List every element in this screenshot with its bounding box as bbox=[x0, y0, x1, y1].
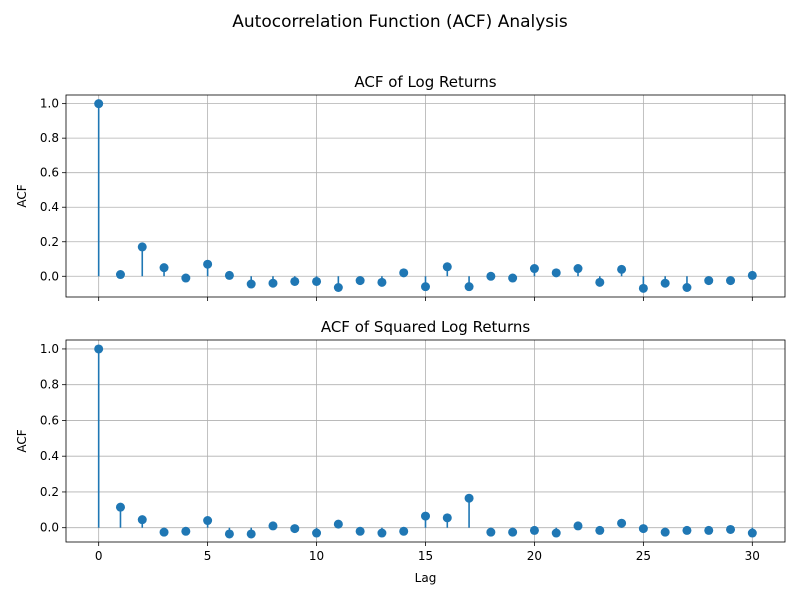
stem-marker bbox=[464, 493, 474, 503]
stem-marker bbox=[355, 526, 365, 536]
stem-marker bbox=[421, 282, 430, 292]
y-tick-label: 1.0 bbox=[40, 342, 59, 356]
stem-marker bbox=[595, 525, 605, 535]
y-tick-label: 0.8 bbox=[40, 378, 59, 392]
y-tick-label: 0.4 bbox=[40, 449, 59, 463]
y-tick-label: 0.0 bbox=[40, 269, 59, 283]
stem-marker bbox=[486, 527, 496, 537]
stem-marker bbox=[181, 273, 191, 283]
figure-suptitle: Autocorrelation Function (ACF) Analysis bbox=[232, 12, 568, 32]
stem-marker bbox=[551, 528, 561, 538]
x-tick-label: 25 bbox=[636, 549, 651, 563]
stem-marker bbox=[159, 527, 169, 537]
y-tick-label: 0.6 bbox=[40, 166, 59, 180]
stem-marker bbox=[203, 259, 213, 269]
subplot-1: 0.0 0.2 0.4 0.6 0.8 1.0 ACF of Log Returns ACF bbox=[15, 73, 786, 301]
y-tick-label: 0.4 bbox=[40, 200, 59, 214]
y-tick-label: 0.2 bbox=[40, 235, 59, 249]
x-tick-label: 0 bbox=[95, 549, 103, 563]
stem-marker bbox=[355, 276, 365, 286]
stem-marker bbox=[115, 502, 125, 512]
y-tick-label: 0.0 bbox=[40, 521, 59, 535]
stem-marker bbox=[595, 277, 605, 287]
stem-marker bbox=[529, 264, 539, 274]
stem-marker bbox=[224, 270, 234, 280]
x-tick-label: 10 bbox=[309, 549, 324, 563]
stem-marker bbox=[617, 264, 627, 274]
stem-marker bbox=[312, 528, 322, 538]
stem-marker bbox=[573, 521, 583, 531]
stem-marker bbox=[290, 276, 300, 286]
stem-marker bbox=[617, 518, 627, 528]
stem-marker bbox=[747, 528, 757, 538]
stem-marker bbox=[442, 262, 452, 272]
stem-marker bbox=[94, 344, 104, 354]
stem-marker bbox=[638, 283, 648, 293]
stem-marker bbox=[638, 524, 648, 534]
x-tick-label: 5 bbox=[204, 549, 212, 563]
stem-marker bbox=[268, 521, 278, 531]
x-tick-label: 15 bbox=[418, 549, 433, 563]
stem-marker bbox=[442, 513, 452, 523]
stem-marker bbox=[529, 525, 539, 535]
x-tick-label: 30 bbox=[745, 549, 760, 563]
stem-series bbox=[94, 99, 757, 293]
stem-marker bbox=[421, 511, 430, 521]
stem-marker bbox=[682, 525, 692, 535]
stem-marker bbox=[137, 242, 147, 252]
stem-marker bbox=[726, 524, 736, 534]
y-axis-label: ACF bbox=[15, 184, 29, 207]
subplot-2: 0 5 10 15 20 25 30 0.0 0.2 0.4 0.6 0.8 1.0 ACF of Squ… bbox=[15, 318, 786, 585]
y-tick-label: 0.8 bbox=[40, 131, 59, 145]
stem-marker bbox=[399, 268, 409, 278]
stem-marker bbox=[137, 515, 147, 525]
stem-marker bbox=[399, 526, 409, 536]
stem-marker bbox=[726, 276, 736, 286]
x-tick-label: 20 bbox=[527, 549, 542, 563]
stem-marker bbox=[333, 283, 343, 293]
stem-marker bbox=[246, 529, 256, 539]
y-axis-label: ACF bbox=[15, 429, 29, 452]
axes-title: ACF of Log Returns bbox=[354, 73, 496, 91]
stem-marker bbox=[464, 282, 474, 292]
axes-title: ACF of Squared Log Returns bbox=[321, 318, 531, 336]
stem-marker bbox=[246, 279, 256, 289]
stem-marker bbox=[660, 278, 670, 288]
stem-series bbox=[94, 344, 757, 539]
stem-marker bbox=[508, 527, 518, 537]
stem-marker bbox=[704, 276, 714, 286]
stem-marker bbox=[508, 273, 518, 283]
stem-marker bbox=[704, 525, 714, 535]
stem-marker bbox=[268, 278, 278, 288]
stem-marker bbox=[377, 277, 387, 287]
stem-marker bbox=[682, 283, 692, 293]
x-axis-label: Lag bbox=[415, 571, 437, 585]
stem-marker bbox=[747, 270, 757, 280]
stem-marker bbox=[312, 276, 322, 286]
y-tick-label: 0.2 bbox=[40, 485, 59, 499]
y-tick-label: 0.6 bbox=[40, 413, 59, 427]
stem-marker bbox=[551, 268, 561, 278]
stem-marker bbox=[94, 99, 104, 109]
stem-marker bbox=[203, 516, 213, 526]
stem-marker bbox=[486, 271, 496, 281]
stem-marker bbox=[573, 264, 583, 274]
stem-marker bbox=[159, 263, 169, 273]
stem-marker bbox=[660, 527, 670, 537]
stem-marker bbox=[181, 526, 191, 536]
y-tick-label: 1.0 bbox=[40, 97, 59, 111]
stem-marker bbox=[115, 270, 125, 280]
stem-marker bbox=[224, 529, 234, 539]
stem-marker bbox=[377, 528, 387, 538]
stem-marker bbox=[333, 519, 343, 529]
stem-marker bbox=[290, 524, 300, 534]
